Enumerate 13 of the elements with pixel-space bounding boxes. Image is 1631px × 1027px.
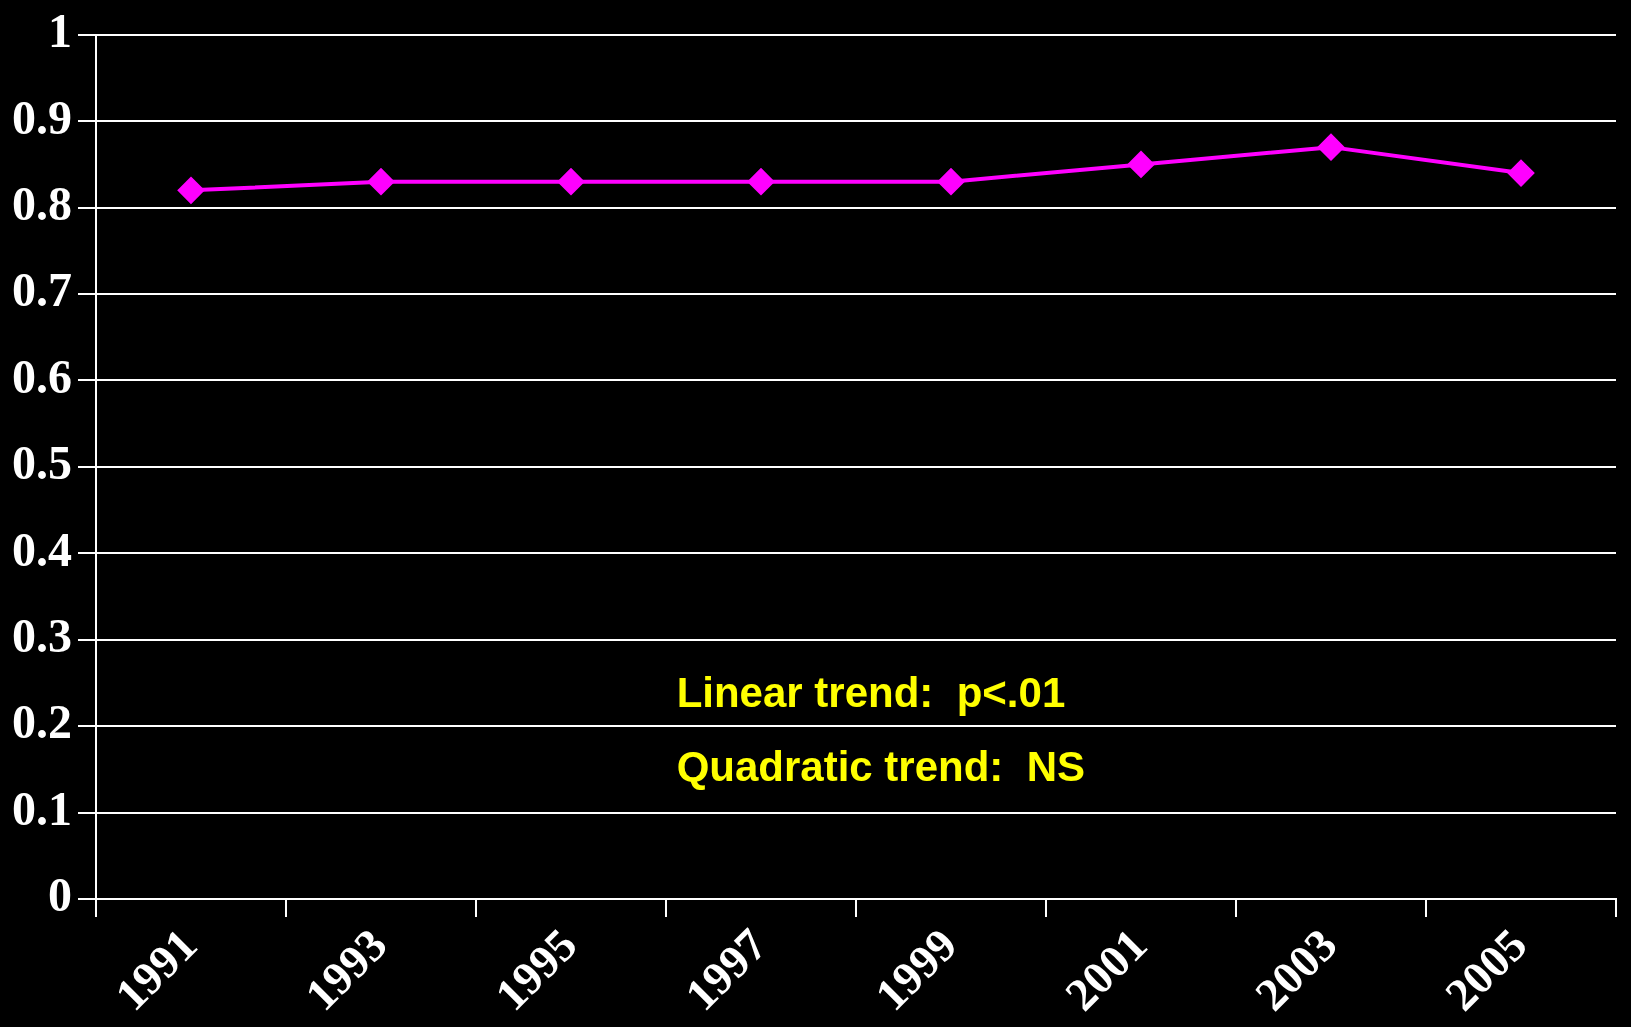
y-tick-label: 0.7 bbox=[12, 263, 72, 317]
y-tick-label: 0.9 bbox=[12, 90, 72, 144]
y-tick-label: 0.2 bbox=[12, 695, 72, 749]
y-tick-label: 0.8 bbox=[12, 177, 72, 231]
y-tick-label: 0.1 bbox=[12, 781, 72, 835]
annotation: Quadratic trend: NS bbox=[676, 743, 1086, 791]
y-tick-label: 0.6 bbox=[12, 349, 72, 403]
y-tick-label: 0 bbox=[48, 868, 72, 922]
annotation: Linear trend: p<.01 bbox=[676, 669, 1066, 717]
y-tick-label: 0.5 bbox=[12, 436, 72, 490]
y-tick-label: 0.3 bbox=[12, 609, 72, 663]
y-tick-label: 1 bbox=[48, 4, 72, 58]
y-tick-label: 0.4 bbox=[12, 522, 72, 576]
